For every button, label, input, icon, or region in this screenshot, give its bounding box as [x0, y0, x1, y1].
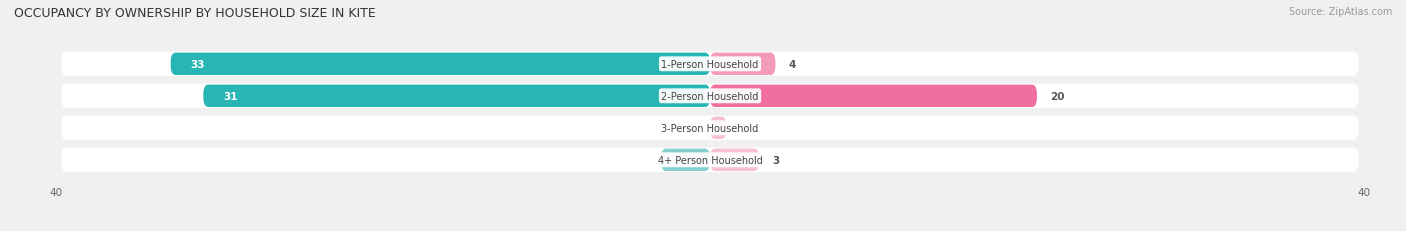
Text: 20: 20	[1050, 91, 1064, 101]
FancyBboxPatch shape	[661, 149, 710, 171]
Text: OCCUPANCY BY OWNERSHIP BY HOUSEHOLD SIZE IN KITE: OCCUPANCY BY OWNERSHIP BY HOUSEHOLD SIZE…	[14, 7, 375, 20]
Text: 2-Person Household: 2-Person Household	[661, 91, 759, 101]
FancyBboxPatch shape	[710, 117, 727, 139]
FancyBboxPatch shape	[710, 85, 1038, 108]
FancyBboxPatch shape	[710, 149, 759, 171]
FancyBboxPatch shape	[710, 53, 776, 76]
Text: 1: 1	[740, 123, 747, 133]
FancyBboxPatch shape	[204, 85, 710, 108]
Text: 4: 4	[789, 60, 796, 70]
FancyBboxPatch shape	[60, 116, 1360, 140]
Text: 3: 3	[681, 155, 688, 165]
Text: 31: 31	[224, 91, 238, 101]
Text: 0: 0	[686, 123, 693, 133]
Text: 1-Person Household: 1-Person Household	[661, 60, 759, 70]
FancyBboxPatch shape	[60, 52, 1360, 77]
FancyBboxPatch shape	[170, 53, 710, 76]
Text: Source: ZipAtlas.com: Source: ZipAtlas.com	[1288, 7, 1392, 17]
FancyBboxPatch shape	[60, 84, 1360, 109]
Text: 4+ Person Household: 4+ Person Household	[658, 155, 762, 165]
FancyBboxPatch shape	[60, 148, 1360, 172]
Text: 3-Person Household: 3-Person Household	[661, 123, 759, 133]
Text: 3: 3	[772, 155, 779, 165]
Text: 33: 33	[190, 60, 205, 70]
